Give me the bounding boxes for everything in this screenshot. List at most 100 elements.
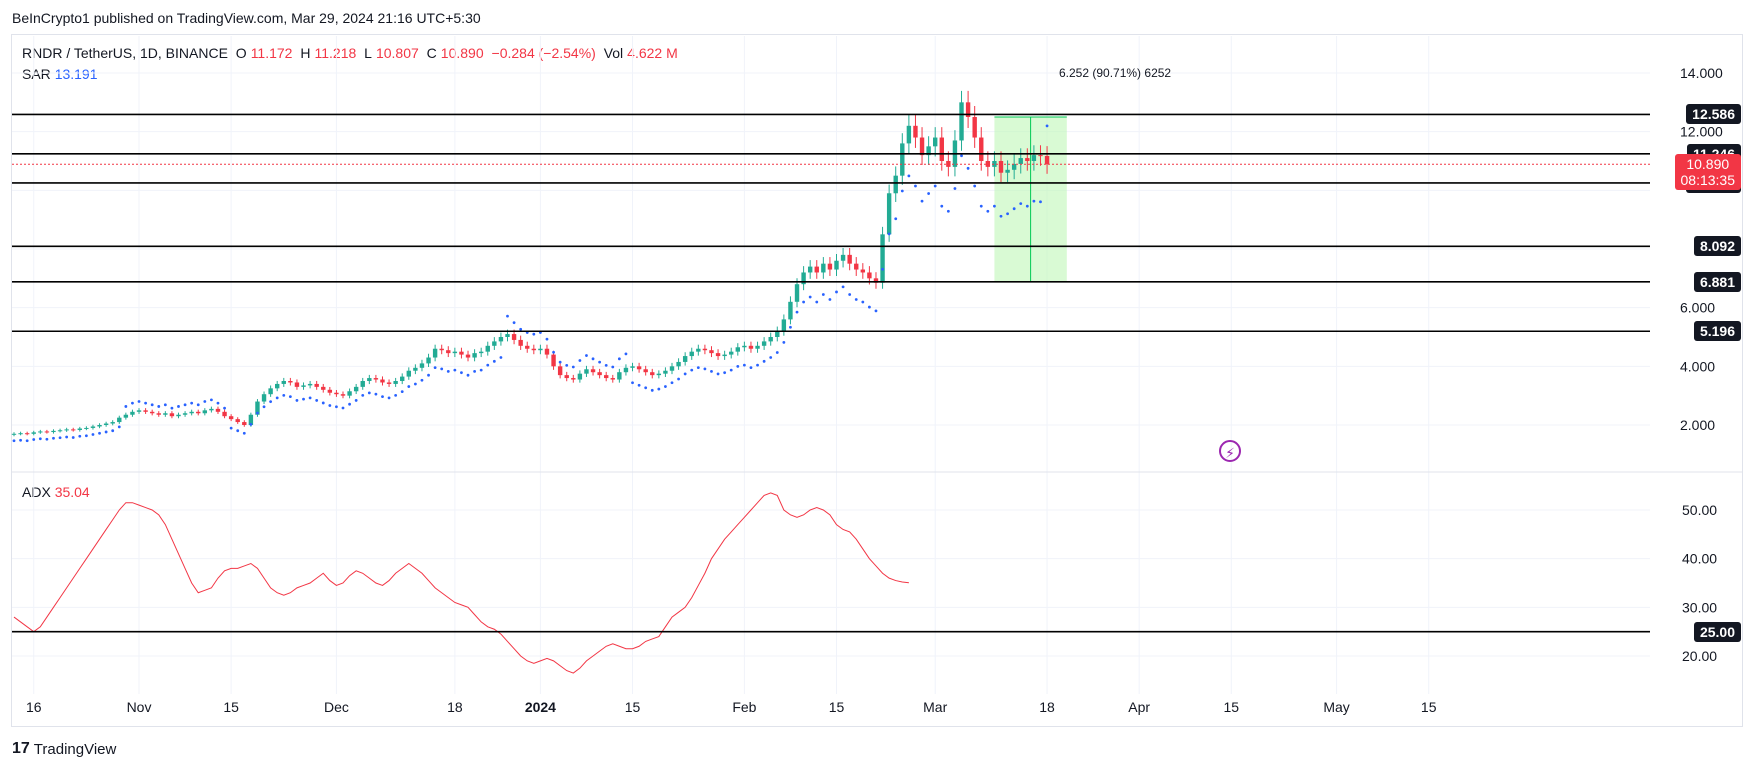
candle-body	[913, 125, 918, 138]
candle-body	[590, 369, 596, 373]
symbol-legend: RNDR / TetherUS, 1D, BINANCE O 11.172 H 11…	[22, 45, 682, 61]
candle-body	[775, 331, 780, 337]
sar-dot	[124, 405, 128, 408]
sar-label[interactable]: SAR	[22, 66, 51, 82]
candle-body	[367, 378, 372, 381]
sar-dot	[617, 357, 621, 361]
sar-dot	[387, 396, 391, 400]
price-axis-tick: 14.000	[1680, 65, 1723, 81]
sar-dot	[723, 371, 727, 375]
sar-dot	[966, 166, 970, 170]
adx-legend: ADX 35.04	[22, 484, 90, 500]
sar-dot	[302, 397, 305, 401]
sar-dot	[736, 364, 740, 368]
candle-body	[689, 351, 694, 357]
open-value: 11.172	[250, 45, 293, 61]
sar-dot	[920, 199, 924, 203]
sar-dot	[571, 365, 575, 369]
candle-body	[564, 375, 569, 379]
sar-dot	[216, 401, 220, 405]
sar-dot	[802, 300, 805, 304]
candle-body	[156, 413, 161, 415]
sar-dot	[223, 406, 226, 410]
sar-dot	[183, 403, 187, 407]
sar-dot	[400, 390, 404, 393]
candle-body	[255, 401, 260, 415]
candle-body	[656, 373, 662, 376]
open-label: O	[235, 45, 247, 61]
symbol-label[interactable]: RNDR / TetherUS, 1D, BINANCE	[22, 45, 228, 61]
sar-dot	[874, 309, 878, 313]
candle-body	[1005, 169, 1010, 173]
candle-body	[696, 348, 701, 352]
candle-body	[380, 379, 385, 383]
sar-dot	[828, 298, 832, 301]
candle-body	[577, 373, 583, 380]
candle-body	[31, 432, 36, 434]
countdown-value: 08:13:35	[1680, 172, 1736, 188]
candle-body	[742, 345, 747, 348]
sar-dot	[1012, 207, 1016, 211]
sar-dot	[854, 298, 858, 301]
measure-label: 6.252 (90.71%) 6252	[1059, 66, 1172, 80]
sar-dot	[25, 439, 29, 443]
candle-body	[873, 278, 879, 283]
sar-dot	[111, 429, 115, 433]
low-label: L	[364, 45, 372, 61]
candle-body	[400, 376, 405, 381]
adx-line	[13, 492, 909, 674]
publish-header: BeInCrypto1 published on TradingView.com…	[12, 10, 481, 26]
sar-dot	[683, 372, 687, 376]
sar-dot	[585, 354, 588, 357]
candle-body	[465, 354, 471, 358]
sar-dot	[98, 431, 101, 435]
candle-body	[426, 357, 431, 364]
price-axis-tick: 2.000	[1680, 417, 1715, 433]
sar-dot	[861, 300, 865, 304]
sar-dot	[446, 370, 450, 373]
sar-dot	[558, 360, 562, 364]
candle-body	[44, 431, 50, 433]
candle-body	[202, 410, 208, 414]
sar-dot	[782, 340, 786, 344]
candle-body	[821, 263, 826, 273]
candle-body	[90, 426, 96, 428]
sar-dot	[157, 405, 161, 408]
sar-dot	[631, 381, 634, 385]
candle-body	[682, 356, 688, 362]
candle-body	[413, 367, 418, 371]
sar-dot	[196, 403, 200, 407]
candle-body	[643, 369, 648, 373]
sar-dot	[868, 305, 871, 309]
sar-dot	[604, 363, 608, 367]
candle-body	[867, 272, 872, 279]
vol-label: Vol	[603, 45, 624, 61]
sar-dot	[275, 396, 279, 400]
candle-body	[209, 408, 214, 411]
candle-body	[663, 370, 668, 374]
candle-body	[373, 378, 379, 380]
sar-dot	[460, 371, 463, 375]
candle-body	[51, 430, 56, 433]
candle-body	[182, 413, 188, 415]
candle-body	[117, 417, 122, 423]
candle-body	[886, 193, 892, 235]
candle-body	[854, 263, 859, 270]
candle-body	[1025, 158, 1030, 161]
candle-body	[998, 161, 1004, 173]
price-axis-tick: 4.000	[1680, 358, 1715, 374]
adx-label[interactable]: ADX	[22, 484, 51, 500]
tradingview-logo[interactable]: 17 TradingView	[12, 740, 116, 758]
sar-dot	[38, 437, 42, 441]
candle-body	[149, 411, 155, 414]
flash-icon[interactable]: ⚡	[1219, 440, 1241, 462]
candle-body	[1011, 163, 1017, 170]
sar-dot	[269, 400, 273, 404]
candle-body	[597, 372, 602, 376]
candle-body	[959, 102, 964, 141]
sar-dot	[545, 337, 549, 341]
candle-body	[485, 345, 490, 352]
candle-body	[722, 354, 727, 357]
candle-body	[650, 372, 655, 376]
